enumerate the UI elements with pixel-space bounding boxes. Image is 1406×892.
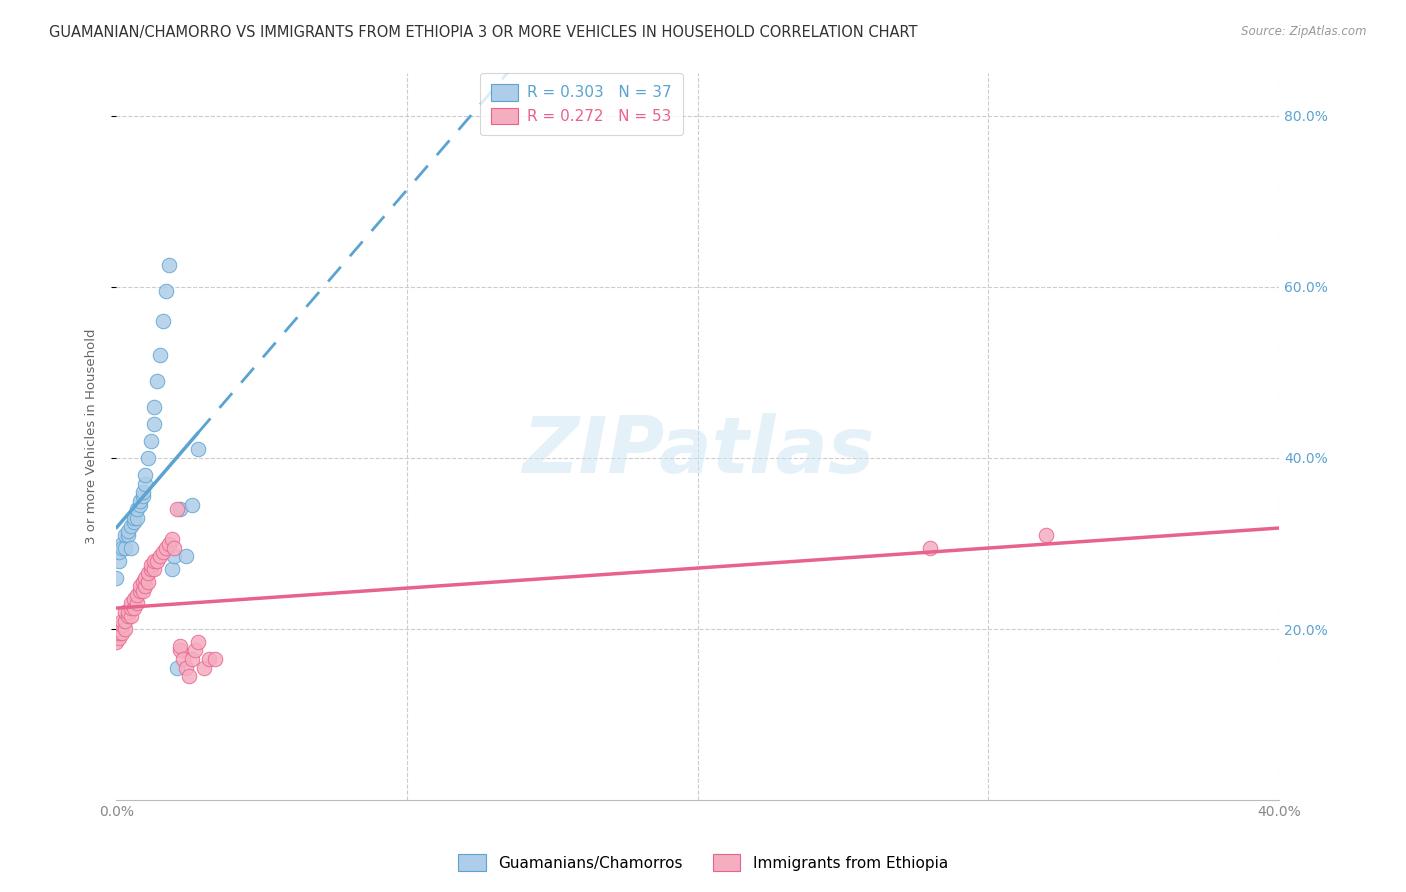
- Point: [108, 626, 131, 640]
- Point: [122, 515, 145, 529]
- Point: [125, 596, 148, 610]
- Point: [114, 605, 136, 619]
- Point: [134, 476, 156, 491]
- Point: [125, 502, 148, 516]
- Point: [117, 605, 139, 619]
- Point: [143, 400, 166, 414]
- Point: [169, 502, 191, 516]
- Point: [193, 660, 215, 674]
- Point: [166, 502, 188, 516]
- Point: [105, 626, 128, 640]
- Point: [163, 541, 186, 555]
- Point: [128, 493, 150, 508]
- Point: [174, 660, 197, 674]
- Point: [111, 536, 134, 550]
- Point: [136, 450, 159, 465]
- Point: [152, 314, 174, 328]
- Point: [155, 284, 177, 298]
- Point: [155, 541, 177, 555]
- Point: [114, 614, 136, 628]
- Point: [117, 528, 139, 542]
- Legend: Guamanians/Chamorros, Immigrants from Ethiopia: Guamanians/Chamorros, Immigrants from Et…: [451, 848, 955, 877]
- Text: ZIPatlas: ZIPatlas: [522, 413, 873, 489]
- Point: [120, 609, 142, 624]
- Point: [187, 635, 209, 649]
- Point: [114, 541, 136, 555]
- Point: [141, 434, 163, 448]
- Point: [134, 468, 156, 483]
- Point: [181, 498, 204, 512]
- Point: [125, 511, 148, 525]
- Point: [131, 574, 153, 589]
- Point: [105, 635, 128, 649]
- Point: [198, 652, 221, 666]
- Legend: R = 0.303   N = 37, R = 0.272   N = 53: R = 0.303 N = 37, R = 0.272 N = 53: [479, 73, 683, 135]
- Point: [141, 558, 163, 572]
- Point: [160, 533, 183, 547]
- Point: [169, 643, 191, 657]
- Point: [134, 579, 156, 593]
- Point: [136, 566, 159, 581]
- Point: [120, 519, 142, 533]
- Point: [169, 639, 191, 653]
- Point: [122, 600, 145, 615]
- Point: [128, 498, 150, 512]
- Point: [120, 596, 142, 610]
- Point: [146, 553, 169, 567]
- Point: [134, 571, 156, 585]
- Point: [177, 669, 200, 683]
- Point: [143, 553, 166, 567]
- Point: [160, 562, 183, 576]
- Point: [143, 562, 166, 576]
- Point: [125, 588, 148, 602]
- Point: [163, 549, 186, 564]
- Point: [108, 631, 131, 645]
- Point: [122, 592, 145, 607]
- Point: [136, 574, 159, 589]
- Point: [172, 652, 194, 666]
- Y-axis label: 3 or more Vehicles in Household: 3 or more Vehicles in Household: [86, 329, 98, 544]
- Point: [152, 545, 174, 559]
- Point: [149, 348, 172, 362]
- Point: [149, 549, 172, 564]
- Point: [114, 528, 136, 542]
- Point: [105, 571, 128, 585]
- Point: [108, 545, 131, 559]
- Point: [108, 622, 131, 636]
- Point: [166, 660, 188, 674]
- Point: [141, 562, 163, 576]
- Point: [111, 626, 134, 640]
- Point: [146, 374, 169, 388]
- Point: [120, 541, 142, 555]
- Point: [131, 485, 153, 500]
- Point: [143, 417, 166, 431]
- Point: [920, 541, 942, 555]
- Point: [117, 524, 139, 538]
- Point: [128, 583, 150, 598]
- Point: [117, 609, 139, 624]
- Point: [157, 259, 180, 273]
- Point: [181, 652, 204, 666]
- Point: [174, 549, 197, 564]
- Point: [111, 617, 134, 632]
- Point: [120, 600, 142, 615]
- Text: GUAMANIAN/CHAMORRO VS IMMIGRANTS FROM ETHIOPIA 3 OR MORE VEHICLES IN HOUSEHOLD C: GUAMANIAN/CHAMORRO VS IMMIGRANTS FROM ET…: [49, 25, 918, 40]
- Point: [204, 652, 226, 666]
- Point: [108, 553, 131, 567]
- Point: [131, 490, 153, 504]
- Point: [111, 541, 134, 555]
- Point: [128, 579, 150, 593]
- Point: [114, 622, 136, 636]
- Point: [1035, 528, 1057, 542]
- Text: Source: ZipAtlas.com: Source: ZipAtlas.com: [1241, 25, 1367, 38]
- Point: [111, 614, 134, 628]
- Point: [184, 643, 207, 657]
- Point: [187, 442, 209, 457]
- Point: [122, 511, 145, 525]
- Point: [157, 536, 180, 550]
- Point: [131, 583, 153, 598]
